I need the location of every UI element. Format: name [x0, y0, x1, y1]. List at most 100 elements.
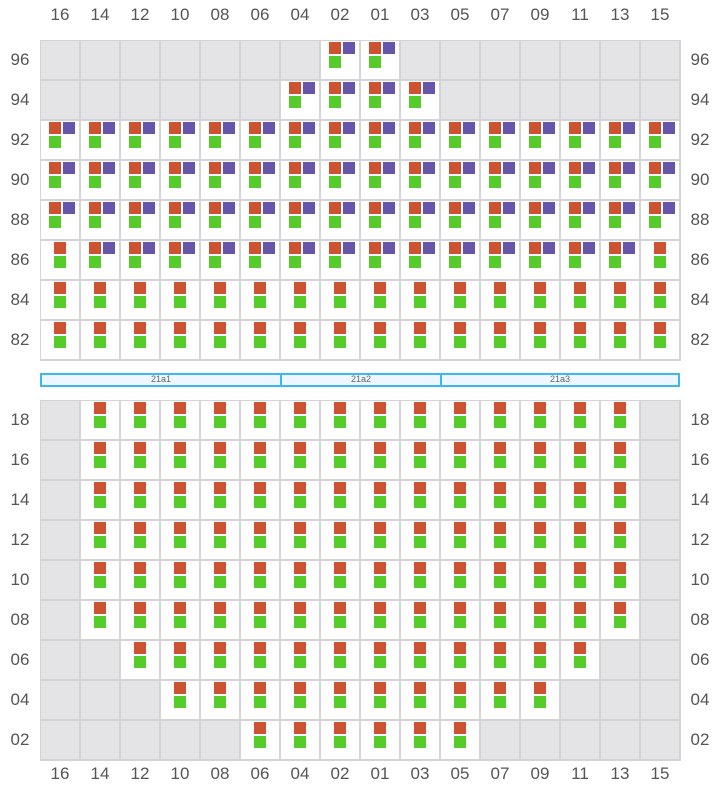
seat-cell[interactable] [321, 521, 361, 561]
seat-cell[interactable] [241, 601, 281, 641]
seat-cell[interactable] [41, 201, 81, 241]
seat-cell[interactable] [161, 281, 201, 321]
seat-cell[interactable] [521, 281, 561, 321]
seat-cell[interactable] [281, 601, 321, 641]
seat-cell[interactable] [241, 521, 281, 561]
seat-cell[interactable] [81, 401, 121, 441]
seat-cell[interactable] [361, 641, 401, 681]
seat-cell[interactable] [281, 441, 321, 481]
seat-cell[interactable] [321, 681, 361, 721]
seat-cell[interactable] [321, 121, 361, 161]
seat-cell[interactable] [601, 161, 641, 201]
seat-cell[interactable] [201, 601, 241, 641]
seat-cell[interactable] [561, 441, 601, 481]
seat-cell[interactable] [281, 561, 321, 601]
seat-cell[interactable] [481, 241, 521, 281]
seat-cell[interactable] [161, 641, 201, 681]
section-21a1[interactable]: 21a1 [40, 373, 282, 387]
seat-cell[interactable] [441, 401, 481, 441]
seat-cell[interactable] [361, 401, 401, 441]
seat-cell[interactable] [441, 521, 481, 561]
seat-cell[interactable] [201, 521, 241, 561]
seat-cell[interactable] [121, 281, 161, 321]
seat-cell[interactable] [401, 441, 441, 481]
seat-cell[interactable] [361, 201, 401, 241]
seat-cell[interactable] [441, 721, 481, 761]
seat-cell[interactable] [521, 601, 561, 641]
seat-cell[interactable] [121, 161, 161, 201]
seat-cell[interactable] [161, 201, 201, 241]
seat-cell[interactable] [201, 161, 241, 201]
seat-cell[interactable] [161, 681, 201, 721]
seat-cell[interactable] [361, 121, 401, 161]
seat-cell[interactable] [601, 521, 641, 561]
seat-cell[interactable] [281, 161, 321, 201]
seat-cell[interactable] [121, 121, 161, 161]
seat-cell[interactable] [241, 561, 281, 601]
seat-cell[interactable] [81, 441, 121, 481]
seat-cell[interactable] [641, 321, 681, 361]
seat-cell[interactable] [241, 441, 281, 481]
seat-cell[interactable] [561, 241, 601, 281]
seat-cell[interactable] [561, 121, 601, 161]
seat-cell[interactable] [201, 401, 241, 441]
seat-cell[interactable] [121, 481, 161, 521]
seat-cell[interactable] [521, 201, 561, 241]
seat-cell[interactable] [321, 281, 361, 321]
seat-cell[interactable] [161, 121, 201, 161]
seat-cell[interactable] [521, 121, 561, 161]
seat-cell[interactable] [441, 161, 481, 201]
seat-cell[interactable] [601, 201, 641, 241]
seat-cell[interactable] [561, 281, 601, 321]
seat-cell[interactable] [281, 681, 321, 721]
seat-cell[interactable] [401, 561, 441, 601]
seat-cell[interactable] [41, 121, 81, 161]
seat-cell[interactable] [161, 161, 201, 201]
seat-cell[interactable] [281, 121, 321, 161]
seat-cell[interactable] [41, 281, 81, 321]
seat-cell[interactable] [441, 681, 481, 721]
seat-cell[interactable] [561, 321, 601, 361]
seat-cell[interactable] [641, 281, 681, 321]
seat-cell[interactable] [81, 561, 121, 601]
seat-cell[interactable] [401, 641, 441, 681]
seat-cell[interactable] [561, 521, 601, 561]
seat-cell[interactable] [321, 81, 361, 121]
seat-cell[interactable] [601, 241, 641, 281]
seat-cell[interactable] [481, 401, 521, 441]
seat-cell[interactable] [281, 241, 321, 281]
seat-cell[interactable] [201, 121, 241, 161]
seat-cell[interactable] [361, 161, 401, 201]
seat-cell[interactable] [481, 441, 521, 481]
seat-cell[interactable] [561, 481, 601, 521]
seat-cell[interactable] [441, 201, 481, 241]
seat-cell[interactable] [321, 161, 361, 201]
seat-cell[interactable] [161, 241, 201, 281]
seat-cell[interactable] [361, 241, 401, 281]
seat-cell[interactable] [241, 281, 281, 321]
seat-cell[interactable] [121, 201, 161, 241]
seat-cell[interactable] [521, 441, 561, 481]
seat-cell[interactable] [281, 721, 321, 761]
seat-cell[interactable] [561, 601, 601, 641]
seat-cell[interactable] [521, 481, 561, 521]
seat-cell[interactable] [201, 641, 241, 681]
seat-cell[interactable] [41, 321, 81, 361]
seat-cell[interactable] [361, 601, 401, 641]
seat-cell[interactable] [321, 601, 361, 641]
seat-cell[interactable] [401, 321, 441, 361]
seat-cell[interactable] [401, 201, 441, 241]
seat-cell[interactable] [161, 601, 201, 641]
seat-cell[interactable] [241, 481, 281, 521]
seat-cell[interactable] [361, 81, 401, 121]
seat-cell[interactable] [401, 121, 441, 161]
seat-cell[interactable] [81, 241, 121, 281]
seat-cell[interactable] [481, 321, 521, 361]
seat-cell[interactable] [481, 641, 521, 681]
seat-cell[interactable] [641, 161, 681, 201]
seat-cell[interactable] [241, 401, 281, 441]
seat-cell[interactable] [81, 281, 121, 321]
seat-cell[interactable] [321, 41, 361, 81]
seat-cell[interactable] [441, 481, 481, 521]
seat-cell[interactable] [561, 641, 601, 681]
